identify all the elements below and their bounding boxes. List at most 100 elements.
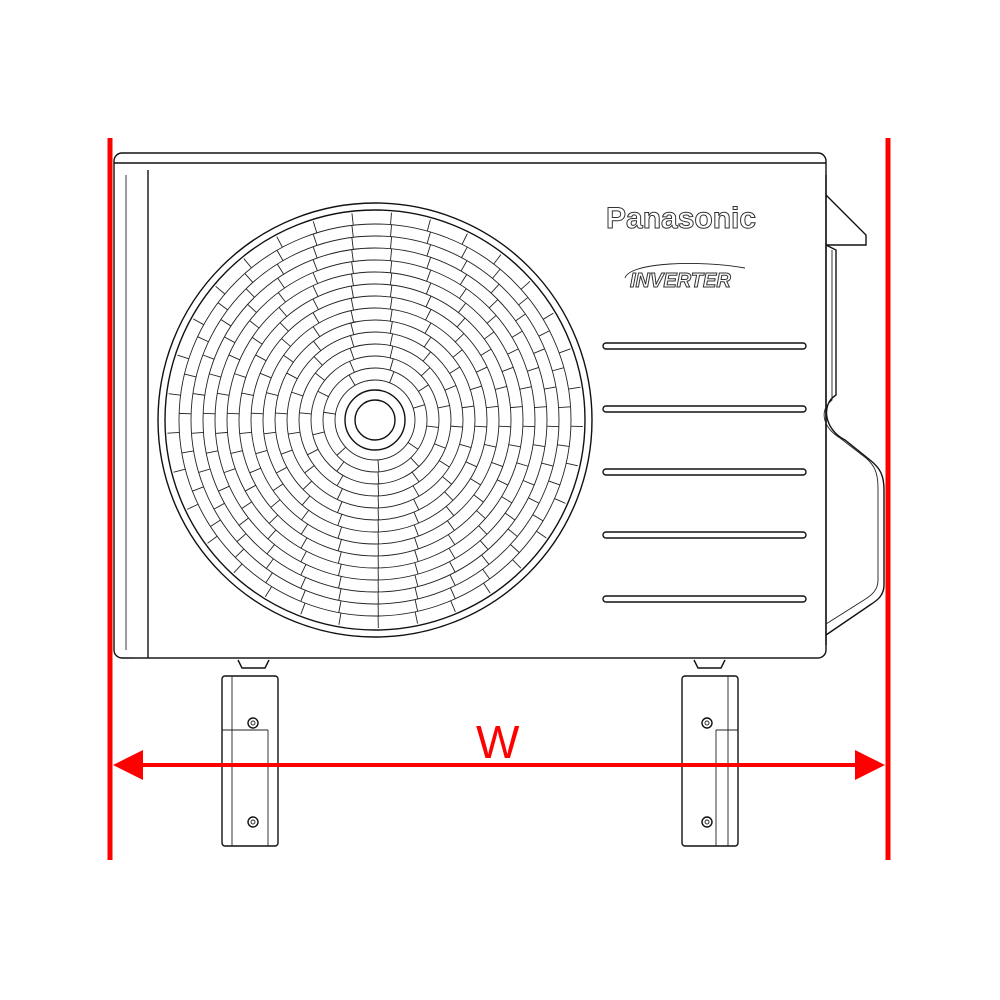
width-dimension: W [107, 138, 891, 860]
grille-segment [177, 354, 189, 360]
louver-slot [602, 342, 807, 350]
grille-segment [414, 537, 419, 550]
grille-segment [349, 361, 355, 373]
grille-segment [414, 587, 419, 600]
grille-segment [173, 468, 186, 473]
grille-segment [286, 372, 298, 380]
grille-segment [445, 506, 455, 517]
grille-segment [337, 514, 343, 526]
grille-segment [350, 298, 354, 311]
grille-segment [516, 462, 529, 467]
arrowhead-right [855, 750, 885, 780]
grille-segment [300, 577, 307, 589]
grille-segment [312, 431, 325, 436]
grille-segment [425, 309, 432, 321]
grille-segment [484, 331, 495, 340]
grille-segment [450, 425, 463, 428]
grille-segment [313, 356, 323, 366]
grille-segment [518, 297, 529, 306]
grille-segment [533, 348, 545, 354]
grille-segment [265, 558, 274, 569]
grille-segment [459, 288, 467, 299]
grille-segment [414, 549, 419, 562]
grille-segment [209, 373, 221, 378]
grille-segment [377, 459, 380, 472]
mounting-leg-right [681, 659, 739, 847]
grille-ring [238, 283, 512, 557]
grille-segment [263, 431, 276, 435]
grille-segment [418, 384, 429, 392]
grille-segment [338, 576, 342, 589]
grille-segment [234, 373, 246, 378]
grille-segment [438, 460, 450, 468]
grille-segment [192, 393, 205, 396]
grille-segment [338, 612, 342, 625]
grille-segment [275, 412, 288, 415]
grille-segment [215, 431, 228, 434]
grille-segment [558, 406, 571, 409]
grille-segment [447, 520, 455, 531]
grille-segment [559, 348, 571, 354]
grille-segment [538, 330, 550, 337]
grille-segment [206, 450, 219, 454]
grille-ring [310, 355, 440, 485]
grille-segment [532, 514, 544, 522]
inverter-swoosh [624, 263, 746, 279]
grille-ring [274, 319, 476, 521]
grille-segment [515, 313, 526, 322]
grille-segment [422, 351, 432, 362]
grille-segment [544, 386, 557, 390]
grille-segment [456, 317, 466, 328]
side-handle [823, 194, 885, 636]
grille-segment [255, 450, 268, 455]
grille-segment [426, 269, 432, 282]
grille-segment [337, 539, 342, 552]
grille-segment [426, 244, 432, 257]
grille-segment [336, 461, 345, 472]
grille-segment [507, 348, 519, 355]
grille-segment [484, 444, 497, 448]
grille-ring [250, 295, 500, 545]
grille-segment [407, 442, 419, 450]
grille-segment [239, 431, 252, 434]
grille-segment [473, 494, 484, 503]
grille-segment [447, 534, 456, 545]
grille-segment [312, 312, 320, 324]
grille-segment [568, 386, 581, 390]
grille-segment [522, 480, 535, 486]
grille-segment [338, 600, 342, 613]
grille-segment [348, 374, 356, 386]
grille-segment [557, 444, 570, 447]
grille-segment [312, 246, 318, 259]
grille-segment [312, 272, 319, 284]
grille-segment [426, 231, 431, 244]
grille-segment [227, 412, 240, 415]
grille-segment [338, 588, 342, 601]
grille-segment [276, 250, 284, 261]
grille-segment [411, 471, 420, 483]
grille-segment [459, 274, 468, 285]
grille-segment [449, 366, 461, 374]
grille-segment [350, 285, 354, 298]
grille-segment [449, 574, 456, 586]
grille-segment [389, 346, 394, 358]
grille-segment [522, 425, 535, 428]
grille-segment [300, 590, 306, 602]
grille-ring [190, 235, 560, 605]
grille-segment [527, 367, 539, 372]
grille-segment [251, 412, 264, 415]
grille-ring [262, 307, 488, 533]
grille-segment [520, 280, 531, 290]
grille-segment [478, 525, 488, 535]
grille-segment [338, 563, 342, 576]
grille-segment [197, 336, 209, 343]
grille-segment [424, 322, 432, 334]
grille-segment [488, 299, 499, 309]
grille-segment [425, 282, 432, 295]
grille-segment [495, 386, 507, 390]
grille-segment [191, 431, 204, 434]
grille-segment [312, 259, 318, 271]
grille-segment [470, 478, 481, 486]
grille-segment [542, 312, 554, 320]
